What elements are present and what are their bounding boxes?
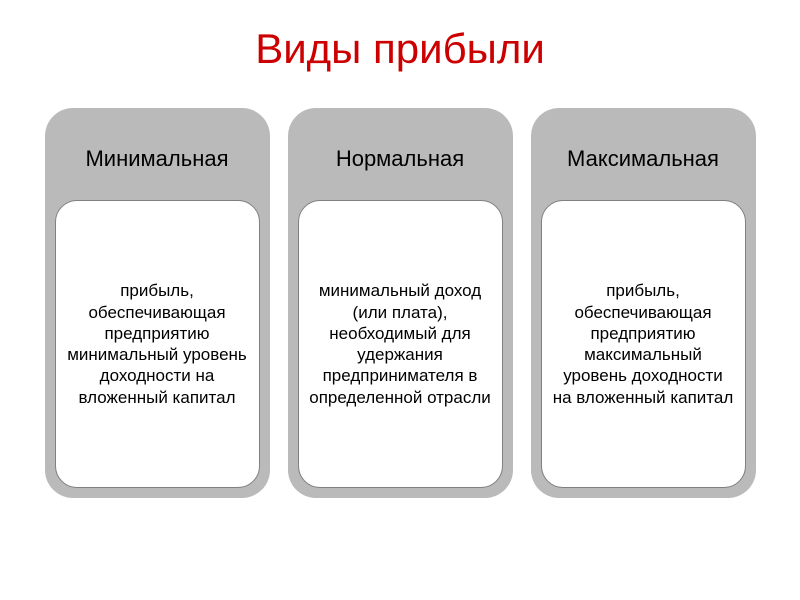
card-body-text: минимальный доход (или плата), необходим… [309, 280, 492, 408]
card-body-text: прибыль, обеспечивающая предприятию мини… [66, 280, 249, 408]
card-normal: Нормальная минимальный доход (или плата)… [288, 108, 513, 498]
card-header: Минимальная [55, 118, 260, 200]
card-maximal: Максимальная прибыль, обеспечивающая пре… [531, 108, 756, 498]
card-header: Максимальная [541, 118, 746, 200]
card-body: минимальный доход (или плата), необходим… [298, 200, 503, 488]
card-body: прибыль, обеспечивающая предприятию макс… [541, 200, 746, 488]
card-body: прибыль, обеспечивающая предприятию мини… [55, 200, 260, 488]
page-title: Виды прибыли [255, 25, 545, 73]
card-body-text: прибыль, обеспечивающая предприятию макс… [552, 280, 735, 408]
cards-container: Минимальная прибыль, обеспечивающая пред… [5, 108, 796, 498]
card-minimal: Минимальная прибыль, обеспечивающая пред… [45, 108, 270, 498]
card-header: Нормальная [298, 118, 503, 200]
